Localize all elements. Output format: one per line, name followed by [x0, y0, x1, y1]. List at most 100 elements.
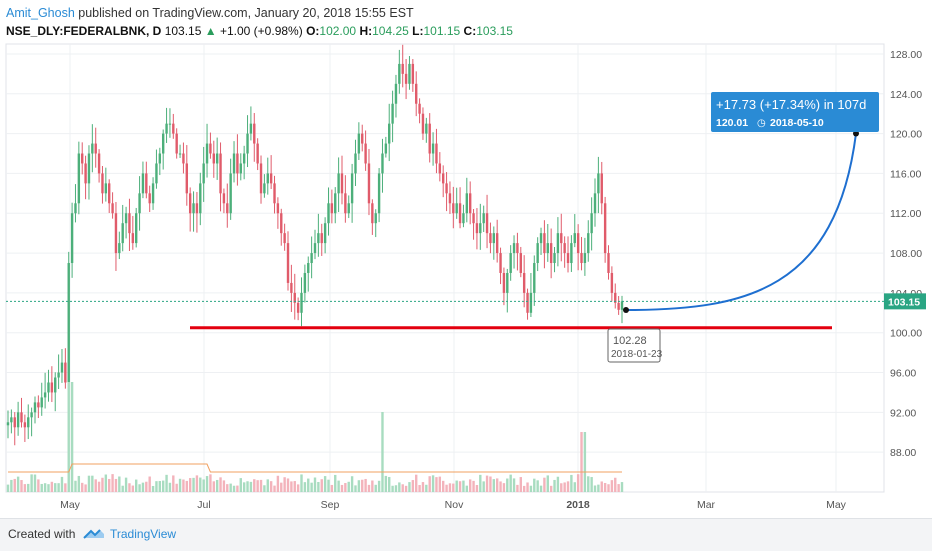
volume-bar — [6, 484, 10, 492]
candle-body — [114, 213, 118, 254]
candle-body — [138, 193, 141, 214]
candle-body — [573, 233, 576, 244]
price-chart[interactable]: 128.00 124.00 120.00 116.00 112.00 108.00 104.… — [0, 0, 932, 518]
volume-bar — [330, 484, 334, 492]
candle-body — [499, 253, 502, 273]
volume-bar — [374, 484, 377, 492]
volume-bar — [13, 478, 16, 492]
volume-bar — [182, 479, 185, 492]
volume-bar — [377, 480, 381, 492]
volume-bar — [219, 477, 222, 492]
volume-bar — [43, 483, 47, 492]
candle-body — [570, 243, 573, 264]
candle-body — [303, 272, 307, 293]
candle-body — [108, 183, 111, 204]
volume-bar — [570, 474, 573, 492]
volume-bar — [81, 482, 84, 492]
volume-bar — [607, 484, 610, 492]
candle-body — [415, 83, 418, 104]
candle-body — [391, 103, 394, 124]
candle-body — [175, 133, 178, 154]
volume-bar — [253, 479, 256, 492]
x-tick-label: Mar — [697, 499, 716, 511]
candle-body — [323, 223, 327, 244]
close-label: C: — [463, 24, 477, 38]
volume-bar — [401, 484, 404, 492]
candle-body — [553, 253, 556, 264]
high-label: H: — [359, 24, 373, 38]
published-text: published on TradingView.com, January 20… — [78, 6, 414, 20]
candle-body — [556, 233, 560, 254]
candle-body — [27, 417, 30, 428]
volume-bar — [539, 485, 543, 492]
open-value: 102.00 — [319, 24, 357, 38]
candle-body — [529, 292, 533, 313]
volume-bar — [334, 474, 337, 492]
candle-body — [33, 402, 37, 413]
author-link[interactable]: Amit_Ghosh — [6, 6, 75, 20]
volume-bar — [70, 382, 74, 492]
volume-bar — [526, 482, 529, 492]
volume-bar — [435, 477, 438, 492]
y-tick-label: 108.00 — [890, 248, 922, 260]
candle-body — [273, 183, 276, 204]
candle-body — [205, 143, 209, 164]
candle-body — [340, 173, 344, 194]
candle-body — [50, 382, 54, 393]
candle-body — [124, 213, 128, 224]
candle-body — [502, 272, 506, 293]
x-tick-label: 2018 — [566, 499, 590, 511]
candle-body — [185, 163, 189, 194]
candle-body — [70, 213, 74, 264]
candle-body — [441, 173, 445, 184]
tradingview-brand-link[interactable]: TradingView — [110, 527, 177, 541]
candle-body — [549, 243, 553, 264]
volume-bar — [415, 474, 418, 492]
candle-body — [161, 133, 165, 154]
volume-bar — [47, 484, 50, 492]
candle-body — [209, 143, 212, 154]
volume-bar — [87, 475, 91, 492]
volume-bar — [448, 483, 452, 492]
candle-body — [293, 292, 296, 303]
candle-body — [607, 253, 610, 273]
last-price: 103.15 — [164, 24, 202, 38]
candle-body — [229, 173, 232, 214]
candle-body — [347, 203, 350, 214]
candle-body — [219, 153, 222, 194]
projection-end-point — [853, 130, 859, 137]
volume-bar — [151, 485, 155, 492]
volume-bar — [452, 483, 455, 492]
candle-body — [246, 133, 249, 154]
candle-body — [438, 163, 442, 174]
candle-body — [141, 173, 145, 194]
candle-body — [408, 63, 411, 84]
volume-bar — [533, 478, 536, 492]
candle-body — [300, 292, 303, 313]
volume-bar — [563, 482, 566, 492]
volume-bar — [597, 484, 600, 492]
candle-body — [101, 173, 104, 194]
candle-body — [435, 143, 438, 164]
volume-bar — [509, 474, 512, 492]
candle-body — [425, 123, 428, 134]
volume-bar — [104, 474, 108, 492]
volume-bar — [94, 479, 97, 492]
volume-bar — [587, 476, 590, 492]
candle-body — [259, 163, 263, 194]
candle-body — [60, 362, 64, 373]
volume-bar — [313, 477, 317, 492]
candle-body — [43, 392, 47, 398]
low-marker-date: 2018-01-23 — [611, 349, 663, 360]
volume-bar — [165, 474, 168, 492]
y-tick-label: 96.00 — [890, 368, 916, 380]
x-tick-label: Nov — [445, 499, 464, 511]
candle-body — [543, 233, 546, 254]
volume-bar — [425, 484, 428, 492]
volume-bar — [229, 483, 232, 492]
volume-bar — [489, 476, 492, 492]
candle-body — [421, 113, 425, 134]
x-tick-label: Jul — [197, 499, 210, 511]
low-marker-box — [607, 328, 661, 363]
candle-body — [411, 63, 415, 84]
